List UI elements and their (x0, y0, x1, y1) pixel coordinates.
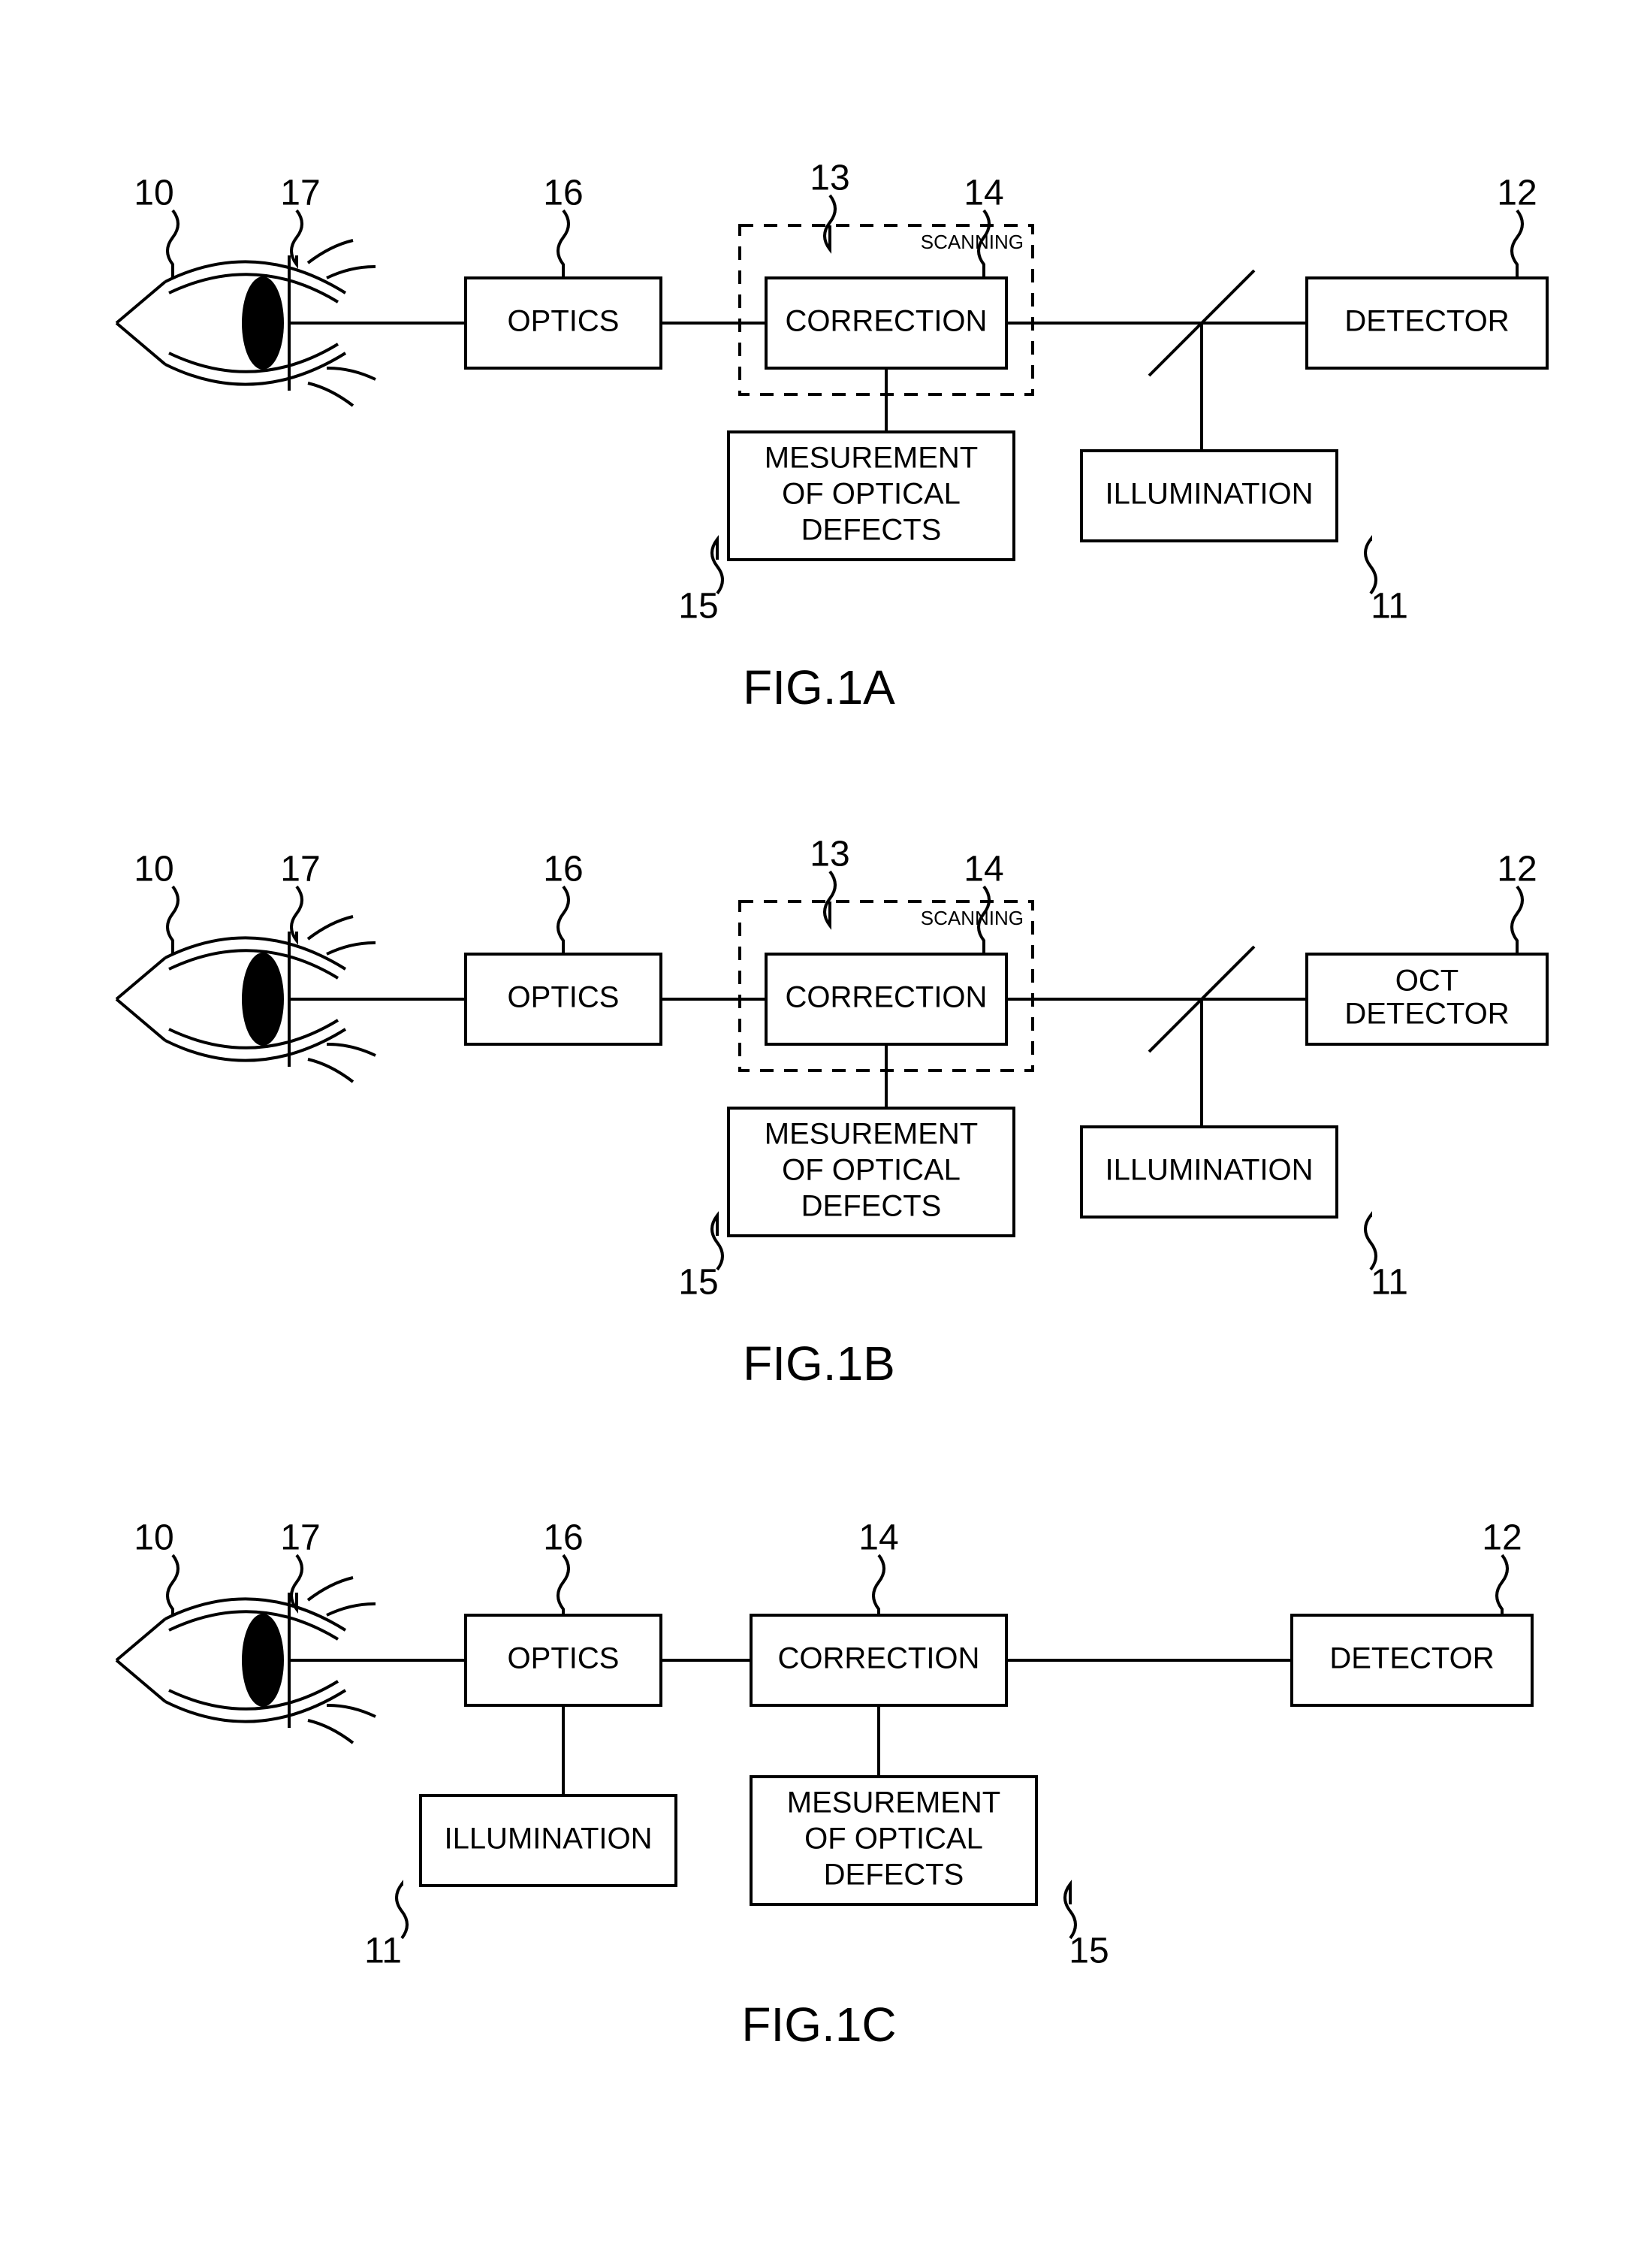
svg-text:DETECTOR: DETECTOR (1329, 1642, 1494, 1675)
svg-text:11: 11 (1371, 1263, 1408, 1303)
svg-text:16: 16 (543, 174, 583, 213)
svg-text:13: 13 (810, 159, 849, 198)
svg-text:OCT: OCT (1395, 965, 1459, 998)
svg-text:DEFECTS: DEFECTS (824, 1859, 964, 1892)
figure: OPTICS SCANNING CORRECTION DETECTOR MESUREME… (116, 159, 1547, 714)
svg-text:14: 14 (858, 1518, 898, 1558)
svg-text:DETECTOR: DETECTOR (1344, 998, 1509, 1031)
svg-text:15: 15 (678, 587, 718, 627)
svg-text:FIG.1B: FIG.1B (743, 1336, 895, 1391)
svg-text:17: 17 (280, 1518, 320, 1558)
svg-text:ILLUMINATION: ILLUMINATION (1105, 1154, 1313, 1187)
svg-text:11: 11 (364, 1931, 402, 1971)
svg-text:12: 12 (1482, 1518, 1522, 1558)
svg-text:17: 17 (280, 174, 320, 213)
svg-text:12: 12 (1497, 174, 1537, 213)
svg-text:SCANNING: SCANNING (921, 907, 1024, 929)
svg-text:11: 11 (1371, 587, 1408, 627)
svg-text:DEFECTS: DEFECTS (801, 1190, 942, 1223)
svg-text:10: 10 (134, 850, 173, 889)
svg-text:10: 10 (134, 174, 173, 213)
svg-text:15: 15 (1069, 1931, 1109, 1971)
figure: OPTICS SCANNING CORRECTION OCTDETECTOR MESUR… (116, 835, 1547, 1391)
svg-text:12: 12 (1497, 850, 1537, 889)
svg-text:OF OPTICAL: OF OPTICAL (782, 1154, 961, 1187)
svg-text:16: 16 (543, 1518, 583, 1558)
svg-text:15: 15 (678, 1263, 718, 1303)
svg-text:ILLUMINATION: ILLUMINATION (1105, 478, 1313, 511)
svg-text:DETECTOR: DETECTOR (1344, 305, 1509, 338)
svg-text:16: 16 (543, 850, 583, 889)
svg-text:MESUREMENT: MESUREMENT (787, 1786, 1000, 1820)
svg-text:OPTICS: OPTICS (508, 305, 620, 338)
svg-text:FIG.1A: FIG.1A (743, 660, 895, 714)
svg-text:DEFECTS: DEFECTS (801, 514, 942, 547)
svg-text:SCANNING: SCANNING (921, 231, 1024, 253)
svg-text:OPTICS: OPTICS (508, 1642, 620, 1675)
svg-text:MESUREMENT: MESUREMENT (765, 1118, 978, 1151)
svg-text:CORRECTION: CORRECTION (786, 981, 988, 1014)
figure: OPTICS CORRECTION DETECTOR ILLUMINATION MESU… (116, 1518, 1532, 2052)
diagram-canvas: OPTICS SCANNING CORRECTION DETECTOR MESUREME… (0, 0, 1638, 2268)
svg-text:17: 17 (280, 850, 320, 889)
svg-text:FIG.1C: FIG.1C (741, 1998, 896, 2052)
svg-text:OF OPTICAL: OF OPTICAL (804, 1823, 983, 1856)
svg-text:MESUREMENT: MESUREMENT (765, 442, 978, 475)
svg-text:OPTICS: OPTICS (508, 981, 620, 1014)
svg-text:14: 14 (964, 174, 1003, 213)
svg-text:CORRECTION: CORRECTION (786, 305, 988, 338)
svg-text:ILLUMINATION: ILLUMINATION (444, 1823, 652, 1856)
svg-text:10: 10 (134, 1518, 173, 1558)
svg-text:14: 14 (964, 850, 1003, 889)
svg-text:CORRECTION: CORRECTION (778, 1642, 980, 1675)
svg-text:13: 13 (810, 835, 849, 874)
svg-text:OF OPTICAL: OF OPTICAL (782, 478, 961, 511)
